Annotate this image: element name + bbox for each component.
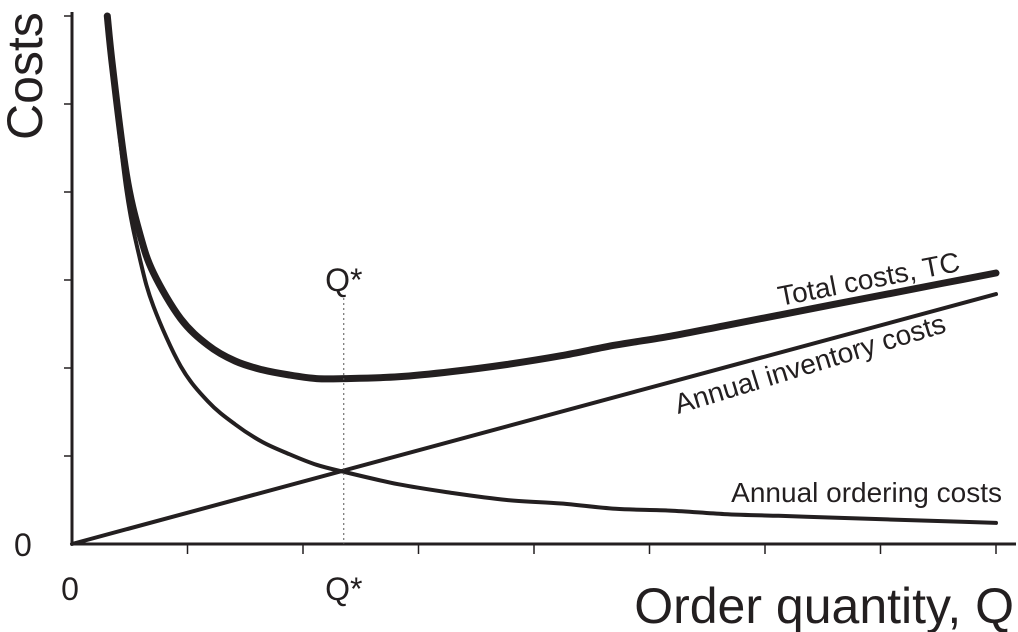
optimum-label: Q* (325, 262, 362, 298)
y-origin-label: 0 (14, 527, 32, 563)
x-origin-label: 0 (61, 571, 79, 607)
chart-curves (70, 12, 1000, 546)
annual-inventory-costs-label: Annual inventory costs (671, 308, 949, 420)
total-costs-label: Total costs, TC (775, 246, 962, 312)
annual-inventory-costs-line (70, 292, 998, 546)
annual-ordering-costs-label: Annual ordering costs (731, 477, 1002, 508)
total-costs-curve (103, 12, 1000, 383)
x-axis-label: Order quantity, Q (634, 578, 1014, 632)
x-optimum-tick-label: Q* (325, 571, 362, 607)
y-axis-label: Costs (0, 12, 53, 140)
annual-ordering-costs-curve (105, 14, 998, 525)
